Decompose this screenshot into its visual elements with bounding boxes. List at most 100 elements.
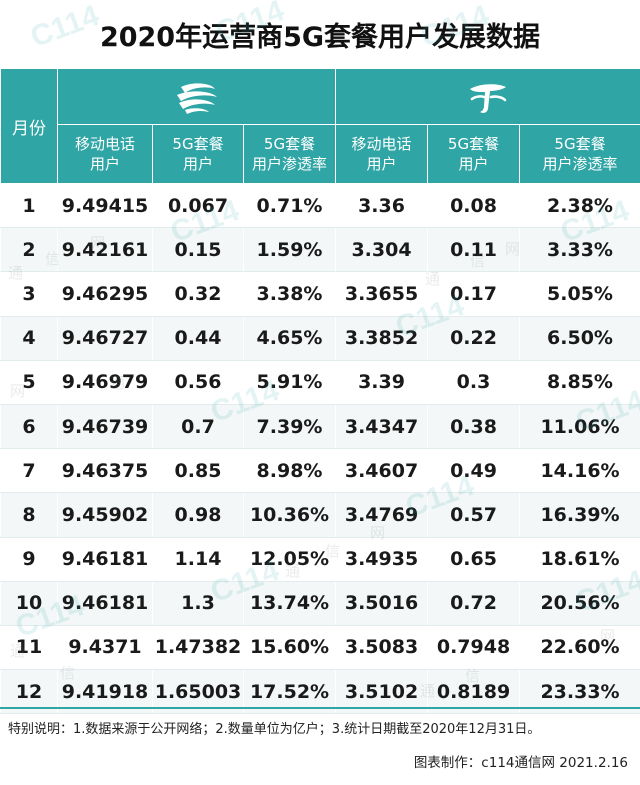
- table-cell: 3.4769: [335, 492, 429, 538]
- table-cell: 22.60%: [519, 624, 640, 671]
- month-cell: 2: [0, 227, 58, 273]
- table-cell: 9.46181: [57, 536, 153, 582]
- table-cell: 9.45902: [57, 492, 153, 538]
- table-cell: 9.46295: [57, 271, 153, 317]
- page-title: 2020年运营商5G套餐用户发展数据: [99, 21, 541, 53]
- month-cell: 7: [0, 448, 58, 494]
- table-cell: 3.5102: [335, 669, 429, 715]
- table-cell: 4.65%: [242, 315, 337, 361]
- table-cell: 12.05%: [242, 536, 337, 582]
- table-cell: 5.05%: [519, 271, 640, 317]
- table-cell: 1.59%: [242, 227, 337, 273]
- table-row: 2 9.42161 0.15 1.59% 3.304 0.11 3.33%: [0, 227, 640, 273]
- table-body: 1 9.49415 0.067 0.71% 3.36 0.08 2.38% 2 9.42161 0…: [0, 182, 640, 715]
- table-cell: 13.74%: [242, 580, 337, 626]
- table-cell: 3.4607: [335, 448, 429, 494]
- table-cell: 0.08: [427, 182, 521, 229]
- table-cell: 9.46181: [57, 580, 153, 626]
- table-cell: 0.22: [427, 315, 521, 361]
- table-cell: 18.61%: [519, 536, 640, 582]
- table-cell: 3.38%: [242, 271, 337, 317]
- data-table: 月份: [0, 68, 640, 715]
- col-header-ct-5g-penetration: 5G套餐 用户渗透率: [519, 124, 640, 184]
- month-cell: 3: [0, 271, 58, 317]
- table-cell: 3.4935: [335, 536, 429, 582]
- table-row: 4 9.46727 0.44 4.65% 3.3852 0.22 6.50%: [0, 315, 640, 361]
- table-cell: 1.14: [152, 536, 244, 582]
- month-cell: 8: [0, 492, 58, 538]
- table-row: 7 9.46375 0.85 8.98% 3.4607 0.49 14.16%: [0, 448, 640, 494]
- table-cell: 8.98%: [242, 448, 337, 494]
- table-cell: 0.44: [152, 315, 244, 361]
- month-header: 月份: [0, 68, 58, 184]
- table-cell: 0.71%: [242, 182, 337, 229]
- table-cell: 0.15: [152, 227, 244, 273]
- table-cell: 9.46979: [57, 359, 153, 405]
- table-cell: 8.85%: [519, 359, 640, 405]
- table-row: 11 9.4371 1.47382 15.60% 3.5083 0.7948 22.60%: [0, 624, 640, 671]
- table-cell: 7.39%: [242, 403, 337, 450]
- table-cell: 9.49415: [57, 182, 153, 229]
- table-cell: 0.11: [427, 227, 521, 273]
- footnote: 特别说明：1.数据来源于公开网络；2.数量单位为亿户；3.统计日期截至2020年…: [8, 722, 541, 737]
- month-cell: 11: [0, 624, 58, 671]
- table-row: 6 9.46739 0.7 7.39% 3.4347 0.38 11.06%: [0, 403, 640, 450]
- table-cell: 3.4347: [335, 403, 429, 450]
- table-cell: 1.3: [152, 580, 244, 626]
- table-row: 1 9.49415 0.067 0.71% 3.36 0.08 2.38%: [0, 182, 640, 229]
- table-cell: 3.3852: [335, 315, 429, 361]
- china-telecom-header: [335, 68, 640, 125]
- table-cell: 9.4371: [57, 624, 153, 671]
- table-cell: 14.16%: [519, 448, 640, 494]
- month-cell: 5: [0, 359, 58, 405]
- table-cell: 16.39%: [519, 492, 640, 538]
- table-cell: 0.85: [152, 448, 244, 494]
- chart-credit: 图表制作：c114通信网 2021.2.16: [413, 755, 628, 771]
- table-cell: 0.38: [427, 403, 521, 450]
- table-row: 9 9.46181 1.14 12.05% 3.4935 0.65 18.61%: [0, 536, 640, 582]
- table-cell: 3.5083: [335, 624, 429, 671]
- col-header-ct-5g-users: 5G套餐 用户: [427, 124, 521, 184]
- table-row: 8 9.45902 0.98 10.36% 3.4769 0.57 16.39%: [0, 492, 640, 538]
- month-cell: 1: [0, 182, 58, 229]
- table-cell: 0.8189: [427, 669, 521, 715]
- table-row: 3 9.46295 0.32 3.38% 3.3655 0.17 5.05%: [0, 271, 640, 317]
- table-cell: 9.46727: [57, 315, 153, 361]
- table-cell: 3.33%: [519, 227, 640, 273]
- table-cell: 11.06%: [519, 403, 640, 450]
- col-header-cm-mobile-users: 移动电话 用户: [57, 124, 153, 184]
- table-cell: 3.39: [335, 359, 429, 405]
- table-cell: 9.42161: [57, 227, 153, 273]
- col-header-cm-5g-users: 5G套餐 用户: [152, 124, 244, 184]
- month-header-label: 月份: [12, 118, 46, 139]
- table-cell: 3.3655: [335, 271, 429, 317]
- table-cell: 5.91%: [242, 359, 337, 405]
- table-cell: 0.7948: [427, 624, 521, 671]
- month-cell: 4: [0, 315, 58, 361]
- table-cell: 0.32: [152, 271, 244, 317]
- table-cell: 3.36: [335, 182, 429, 229]
- table-cell: 0.17: [427, 271, 521, 317]
- table-cell: 0.3: [427, 359, 521, 405]
- china-telecom-logo: [470, 83, 507, 113]
- footer-divider: [0, 707, 640, 709]
- table-cell: 9.46739: [57, 403, 153, 450]
- table-cell: 9.46375: [57, 448, 153, 494]
- month-cell: 6: [0, 403, 58, 450]
- table-cell: 0.7: [152, 403, 244, 450]
- table-cell: 0.98: [152, 492, 244, 538]
- month-cell: 10: [0, 580, 58, 626]
- china-mobile-logo: [176, 82, 217, 114]
- table-cell: 0.72: [427, 580, 521, 626]
- table-cell: 1.47382: [152, 624, 244, 671]
- china-mobile-header: [56, 68, 337, 125]
- table-cell: 15.60%: [242, 624, 337, 671]
- col-header-cm-5g-penetration: 5G套餐 用户渗透率: [242, 124, 337, 184]
- table-row: 10 9.46181 1.3 13.74% 3.5016 0.72 20.56%: [0, 580, 640, 626]
- table-cell: 10.36%: [242, 492, 337, 538]
- table-row: 12 9.41918 1.65003 17.52% 3.5102 0.8189 23.33%: [0, 669, 640, 715]
- table-cell: 23.33%: [519, 669, 640, 715]
- table-cell: 0.56: [152, 359, 244, 405]
- table-cell: 0.067: [152, 182, 244, 229]
- table-cell: 1.65003: [152, 669, 244, 715]
